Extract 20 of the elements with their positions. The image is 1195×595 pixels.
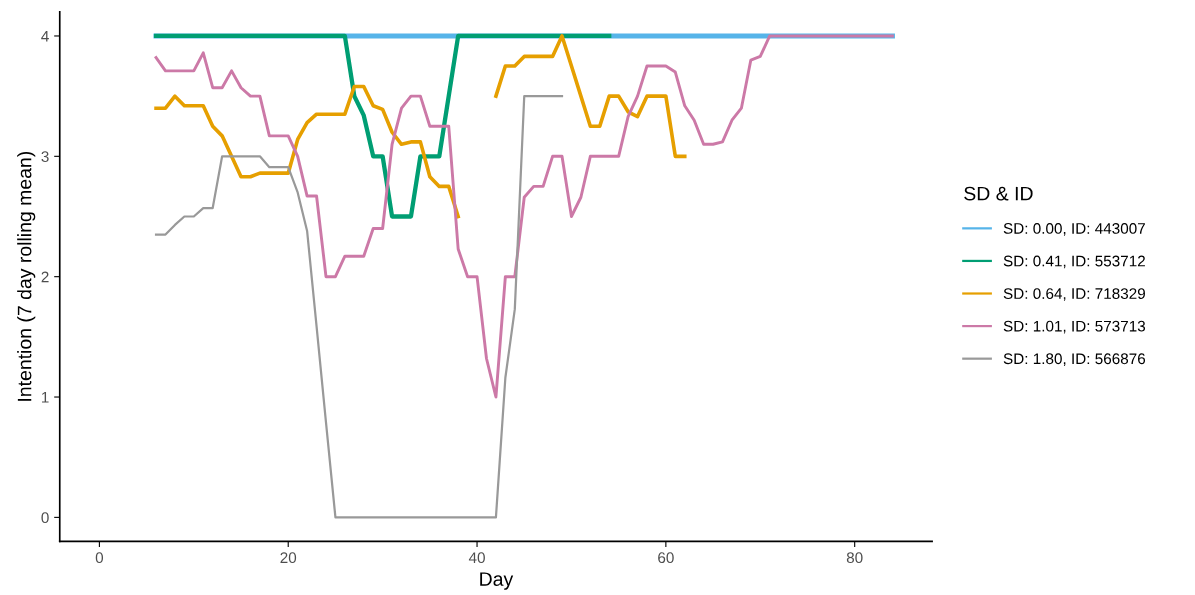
x-tick-label: 60	[658, 552, 674, 564]
legend-label: SD: 0.41, ID: 553712	[1003, 255, 1145, 269]
legend-label: SD: 0.64, ID: 718329	[1003, 288, 1145, 301]
y-tick-label: 2	[41, 271, 49, 283]
legend-title: SD & ID	[964, 186, 1033, 201]
y-axis-title: Intention (7 day rolling mean)	[17, 151, 36, 401]
legend-label: SD: 1.01, ID: 573713	[1003, 320, 1146, 334]
x-tick-label: 80	[846, 552, 863, 564]
x-axis-title: Day	[480, 572, 514, 590]
x-tick-label: 0	[95, 552, 104, 564]
legend-label: SD: 1.80, ID: 566876	[1003, 353, 1146, 366]
y-tick-label: 1	[42, 392, 49, 403]
y-tick-label: 0	[41, 512, 49, 524]
y-tick-label: 4	[41, 31, 49, 42]
x-tick-label: 40	[468, 552, 485, 564]
legend-label: SD: 0.00, ID: 443007	[1003, 223, 1145, 236]
y-tick-label: 3	[41, 151, 49, 163]
x-tick-label: 20	[280, 552, 297, 564]
line-series	[154, 95, 564, 519]
line-series	[154, 34, 894, 399]
